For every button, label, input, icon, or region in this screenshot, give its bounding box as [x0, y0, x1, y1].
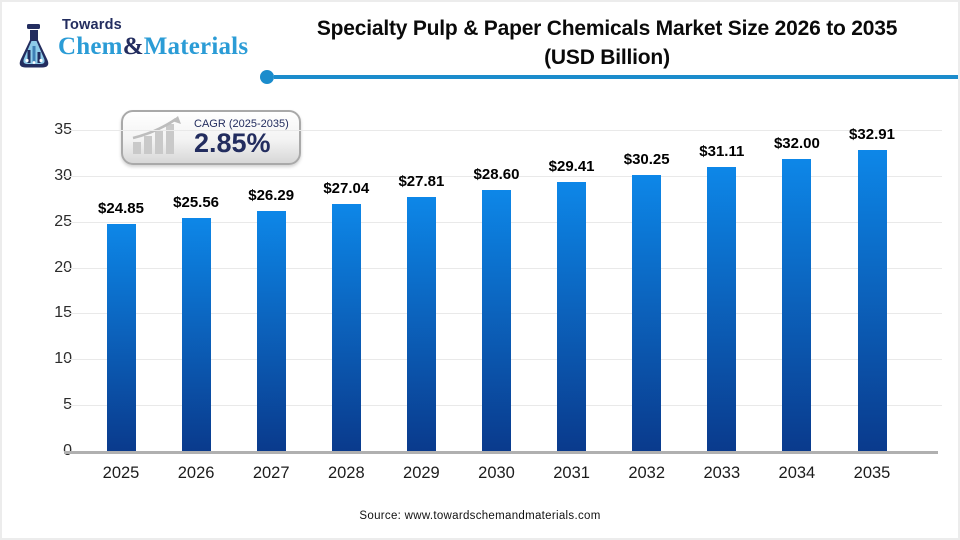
x-axis-tick: 2025 — [102, 464, 140, 482]
y-axis-tick: 10 — [54, 350, 72, 368]
bar-2029 — [406, 196, 436, 452]
y-axis-tick: 0 — [38, 442, 72, 460]
bar-2025 — [106, 224, 136, 452]
gridline — [64, 175, 942, 177]
logo-chem: Chem — [58, 33, 123, 60]
bar-2027 — [256, 210, 286, 452]
bar-2035 — [857, 150, 887, 452]
chart-plot: $24.85 2025 $25.56 2026 $26.29 2027 $27.04 2028… — [64, 126, 942, 482]
y-axis-tick: 35 — [54, 121, 72, 138]
bar-value-label: $25.56 — [173, 193, 220, 211]
bar-value-label: $27.04 — [323, 180, 370, 198]
y-axis-tick: 5 — [38, 396, 72, 414]
bar-value-label: $30.25 — [623, 150, 670, 168]
bar-2034 — [782, 158, 812, 452]
cagr-text: CAGR (2025-2035) 2.85% — [194, 118, 289, 158]
cagr-value: 2.85% — [194, 127, 271, 158]
y-axis-tick: 25 — [54, 212, 72, 230]
bar-value-label: $28.60 — [473, 165, 520, 183]
cagr-badge: CAGR (2025-2035) 2.85% — [121, 110, 301, 165]
chart-title-line1: Specialty Pulp & Paper Chemicals Market … — [316, 17, 898, 40]
bar-2032 — [632, 174, 662, 452]
bar-2030 — [482, 189, 511, 452]
gridline — [64, 130, 942, 131]
x-axis-tick: 2033 — [703, 464, 741, 482]
x-axis-tick: 2031 — [553, 464, 590, 482]
bar-2033 — [707, 166, 737, 452]
bar-2031 — [557, 182, 587, 452]
flask-icon — [14, 24, 54, 76]
y-axis-tick: 20 — [54, 258, 72, 276]
logo-materials: Materials — [143, 33, 249, 60]
x-axis-tick: 2028 — [327, 464, 365, 482]
divider-dot — [260, 70, 274, 84]
logo-ampersand: & — [122, 33, 144, 60]
bar-value-label: $31.11 — [699, 142, 745, 160]
y-axis-tick: 30 — [54, 166, 72, 184]
logo-brand: Chem&Materials — [58, 33, 248, 60]
bar-value-label: $32.91 — [849, 126, 895, 144]
chart-title-line2: (USD Billion) — [544, 46, 670, 69]
x-axis-tick: 2027 — [252, 464, 290, 482]
x-axis-tick: 2029 — [403, 464, 440, 482]
cagr-label: CAGR (2025-2035) — [194, 117, 289, 130]
company-logo: Towards Chem&Materials — [12, 15, 262, 73]
bar-2026 — [181, 217, 211, 452]
x-axis-line — [64, 451, 938, 454]
bar-value-label: $29.41 — [548, 158, 595, 176]
bar-value-label: $27.81 — [398, 172, 445, 190]
y-axis-tick: 15 — [54, 304, 72, 322]
divider-line — [274, 75, 958, 79]
logo-towards: Towards — [62, 17, 122, 33]
x-axis-tick: 2032 — [628, 464, 666, 482]
x-axis-tick: 2026 — [177, 464, 215, 482]
bar-value-label: $26.29 — [248, 186, 295, 204]
bar-value-label: $24.85 — [98, 200, 144, 218]
x-axis-tick: 2035 — [853, 464, 891, 482]
x-axis-tick: 2030 — [478, 464, 515, 482]
bar-2028 — [331, 204, 361, 452]
source-note: Source: www.towardschemandmaterials.com — [359, 510, 601, 522]
y-axis-labels: 0 5 10 15 20 25 30 35 — [38, 121, 76, 459]
bar-value-label: $32.00 — [773, 134, 820, 152]
x-axis-tick: 2034 — [778, 464, 816, 482]
chart-title: Specialty Pulp & Paper Chemicals Market … — [270, 14, 944, 72]
logo-text: Towards Chem&Materials — [58, 17, 248, 60]
